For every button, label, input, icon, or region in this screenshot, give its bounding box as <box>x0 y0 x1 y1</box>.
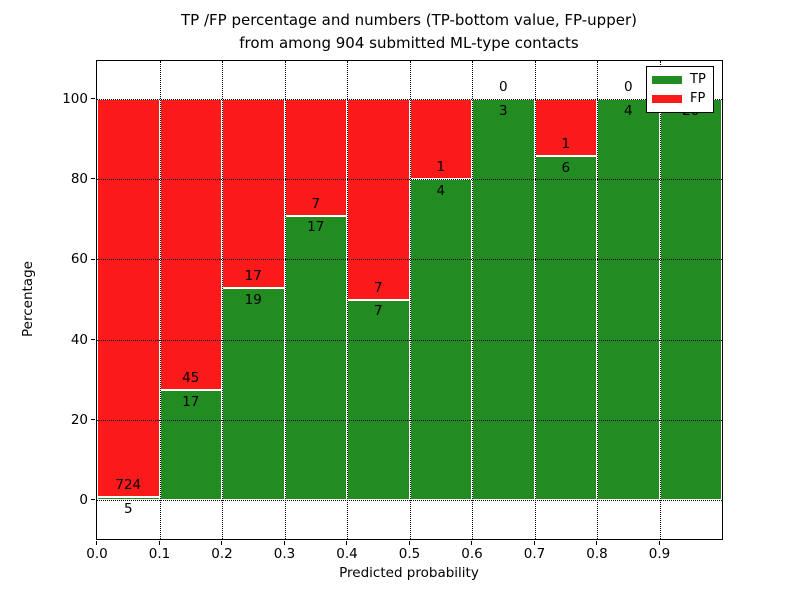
gridline-vertical <box>159 61 161 539</box>
x-tick-mark <box>471 540 473 545</box>
gridline-vertical <box>284 61 286 539</box>
x-tick-label: 0.6 <box>461 546 483 562</box>
gridline-vertical <box>347 61 348 539</box>
bar-tp-segment <box>472 99 535 500</box>
legend: TP FP <box>646 66 714 113</box>
tp-count-label: 4 <box>436 182 446 199</box>
fp-count-label: 1 <box>436 159 446 176</box>
y-axis-label: Percentage <box>20 261 36 337</box>
bar-tp-segment <box>222 288 285 500</box>
bar-tp-segment <box>659 99 722 500</box>
bar-tp-segment <box>597 99 660 500</box>
gridline-vertical <box>409 61 411 539</box>
tp-count-label: 5 <box>123 500 133 517</box>
x-tick-label: 0.0 <box>86 546 108 562</box>
bar-fp-segment <box>284 99 347 216</box>
fp-count-label: 0 <box>623 79 633 95</box>
y-tick-mark <box>90 178 95 180</box>
x-tick-mark <box>96 540 98 545</box>
x-tick-label: 0.4 <box>336 546 358 562</box>
bar-tp-segment <box>347 299 410 500</box>
bar-fp-segment <box>159 99 222 391</box>
y-tick-label: 100 <box>62 91 88 107</box>
tp-count-label: 19 <box>244 291 262 308</box>
x-tick-label: 0.2 <box>211 546 233 562</box>
fp-color-swatch <box>652 94 682 103</box>
gridline-vertical <box>472 61 473 539</box>
chart-title-line1: TP /FP percentage and numbers (TP-bottom… <box>181 11 637 29</box>
chart-title-line2: from among 904 submitted ML-type contact… <box>239 34 579 52</box>
bar-tp-segment <box>97 497 160 500</box>
y-tick-mark <box>90 338 95 340</box>
fp-count-label: 0 <box>498 79 508 95</box>
tp-count-label: 7 <box>373 303 383 319</box>
y-tick-mark <box>90 258 95 260</box>
x-axis-label: Predicted probability <box>339 565 479 581</box>
fp-count-label: 1 <box>561 136 571 153</box>
fp-count-label: 45 <box>182 370 200 387</box>
x-tick-mark <box>221 540 223 545</box>
x-tick-mark <box>158 540 160 545</box>
tp-count-label: 4 <box>623 102 633 119</box>
y-tick-label: 0 <box>79 492 88 508</box>
x-tick-label: 0.8 <box>586 546 608 562</box>
legend-item-tp: TP <box>652 73 708 87</box>
x-tick-mark <box>596 540 598 545</box>
bar-fp-segment <box>534 99 597 157</box>
fp-count-label: 17 <box>244 268 262 285</box>
tp-count-label: 17 <box>307 219 325 236</box>
x-tick-label: 0.7 <box>523 546 546 562</box>
y-tick-mark <box>90 419 95 421</box>
plot-area: 7245451717197177714031604020 <box>97 61 722 539</box>
tp-count-label: 6 <box>561 159 571 176</box>
legend-item-fp: FP <box>652 90 708 106</box>
gridline-vertical <box>222 61 223 539</box>
chart-title: TP /FP percentage and numbers (TP-bottom… <box>109 9 709 55</box>
bar-tp-segment <box>159 390 222 500</box>
tp-count-label: 17 <box>182 393 200 410</box>
legend-label-fp: FP <box>690 90 706 106</box>
fp-count-label: 7 <box>311 195 321 212</box>
y-tick-label: 60 <box>70 251 88 268</box>
gridline-vertical <box>597 61 598 539</box>
x-tick-mark <box>346 540 348 545</box>
y-tick-mark <box>90 98 95 100</box>
y-tick-label: 20 <box>70 411 88 428</box>
x-tick-label: 0.9 <box>648 546 671 562</box>
legend-label-tp: TP <box>690 72 706 88</box>
fp-count-label: 724 <box>115 477 142 494</box>
y-tick-label: 80 <box>70 171 88 188</box>
x-tick-label: 0.1 <box>148 546 171 562</box>
bar-fp-segment <box>347 99 410 300</box>
x-tick-mark <box>408 540 410 545</box>
tp-color-swatch <box>652 76 682 85</box>
bar-fp-segment <box>97 99 160 498</box>
y-tick-mark <box>90 499 95 501</box>
x-tick-mark <box>283 540 285 545</box>
x-tick-label: 0.3 <box>273 546 296 562</box>
x-tick-label: 0.5 <box>398 546 421 562</box>
y-tick-label: 40 <box>70 331 88 348</box>
tp-count-label: 3 <box>498 102 508 119</box>
bar-tp-segment <box>534 156 597 500</box>
x-tick-mark <box>533 540 535 545</box>
x-tick-mark <box>658 540 660 545</box>
fp-count-label: 7 <box>373 279 383 296</box>
gridline-vertical <box>534 61 536 539</box>
gridline-vertical <box>659 61 661 539</box>
